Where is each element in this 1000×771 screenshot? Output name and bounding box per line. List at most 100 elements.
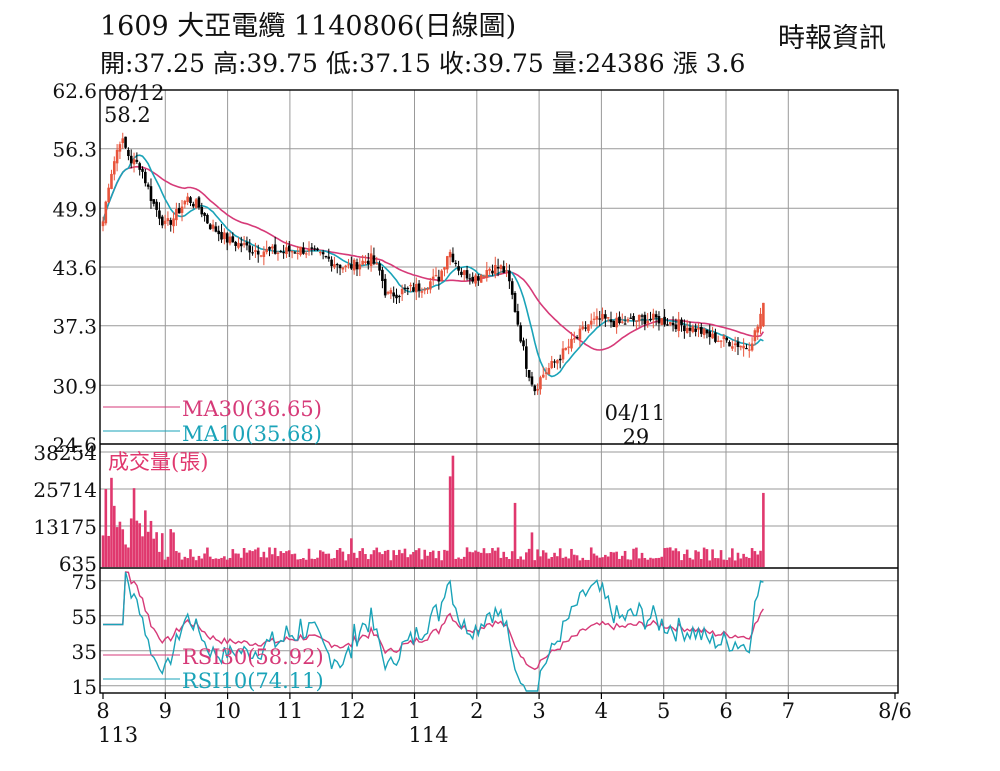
candle-body <box>420 291 424 293</box>
volume-bar <box>115 527 119 567</box>
volume-bar <box>620 555 624 567</box>
high-date-annotation: 08/12 <box>104 81 165 105</box>
volume-bar <box>683 554 686 567</box>
volume-bar <box>279 551 283 567</box>
volume-bar <box>158 551 161 567</box>
volume-bar <box>446 550 449 567</box>
candle-body <box>513 292 517 312</box>
volume-bar <box>434 558 438 567</box>
volume-label: 成交量(張) <box>108 450 208 474</box>
candle-body <box>564 347 568 350</box>
volume-bar <box>372 550 376 567</box>
candle-body <box>683 325 686 332</box>
volume-bar <box>742 553 745 567</box>
candle-body <box>285 247 288 255</box>
candle-body <box>733 343 737 346</box>
volume-bar <box>753 551 757 567</box>
candle-body <box>711 333 714 339</box>
volume-bar <box>688 557 692 567</box>
candle-body <box>316 248 319 251</box>
price-tick-label: 62.6 <box>52 79 97 103</box>
candle-body <box>527 370 531 378</box>
volume-bar <box>530 532 534 567</box>
candle-body <box>104 201 108 224</box>
volume-bar <box>146 531 150 567</box>
volume-bars <box>101 455 765 567</box>
candle-body <box>203 212 206 216</box>
candle-body <box>493 265 497 275</box>
volume-bar <box>592 553 596 567</box>
volume-bar <box>166 556 170 567</box>
volume-bar <box>471 552 474 567</box>
volume-bar <box>381 554 384 567</box>
candle-body <box>584 327 587 329</box>
volume-bar <box>485 553 489 567</box>
volume-bar <box>208 556 212 567</box>
volume-bar <box>355 557 359 567</box>
x-tick-label: 12 <box>339 699 366 723</box>
candle-body <box>211 224 215 229</box>
volume-bar <box>454 558 458 567</box>
candle-body <box>652 313 655 320</box>
volume-bar <box>189 549 192 567</box>
candle-body <box>149 186 153 201</box>
volume-bar <box>112 505 116 567</box>
price-tick-label: 37.3 <box>52 315 97 339</box>
volume-bar <box>493 550 497 567</box>
price-tick-label: 56.3 <box>52 138 97 162</box>
candle-body <box>533 385 537 392</box>
candle-body <box>753 330 757 342</box>
volume-bar <box>533 560 537 567</box>
candle-body <box>324 255 328 258</box>
volume-bar <box>403 548 407 567</box>
candle-body <box>747 349 751 351</box>
volume-bar <box>598 557 601 567</box>
volume-bar <box>491 548 494 567</box>
candle-body <box>742 345 745 349</box>
volume-bar <box>313 559 316 567</box>
candle-body <box>556 360 559 364</box>
candle-body <box>654 314 658 318</box>
volume-bar <box>265 557 268 567</box>
candle-body <box>505 270 508 272</box>
volume-bar <box>553 552 556 567</box>
volume-bar <box>180 559 184 567</box>
volume-bar <box>736 552 740 567</box>
high-value-annotation: 58.2 <box>104 103 151 127</box>
volume-bar <box>392 550 395 567</box>
candle-body <box>550 361 554 368</box>
candle-body <box>409 284 412 287</box>
candle-body <box>485 270 489 278</box>
candle-body <box>671 322 675 326</box>
volume-bar <box>223 556 226 567</box>
volume-bar <box>220 557 223 567</box>
volume-bar <box>756 554 760 567</box>
volume-bar <box>465 547 469 567</box>
candle-body <box>728 342 731 347</box>
volume-bar <box>361 548 364 567</box>
candle-body <box>553 361 556 363</box>
candle-body <box>237 242 240 248</box>
x-tick-label: 10 <box>214 699 241 723</box>
candle-body <box>231 236 235 243</box>
rsi-tick-label: 55 <box>72 605 97 629</box>
volume-bar <box>601 557 604 567</box>
volume-bar <box>711 549 714 567</box>
volume-bar <box>200 558 204 567</box>
candle-body <box>702 328 706 336</box>
candle-body <box>330 259 333 267</box>
volume-bar <box>716 558 720 567</box>
candle-body <box>163 220 167 224</box>
volume-bar <box>719 550 723 567</box>
volume-bar <box>550 557 554 567</box>
candle-body <box>225 233 229 243</box>
candle-body <box>640 315 644 317</box>
volume-bar <box>482 548 486 567</box>
volume-bar <box>378 552 381 567</box>
volume-bar <box>163 559 167 567</box>
volume-bar <box>141 536 144 567</box>
candle-body <box>321 252 325 255</box>
volume-bar <box>214 558 218 567</box>
volume-bar <box>341 551 345 567</box>
candle-body <box>620 321 624 323</box>
